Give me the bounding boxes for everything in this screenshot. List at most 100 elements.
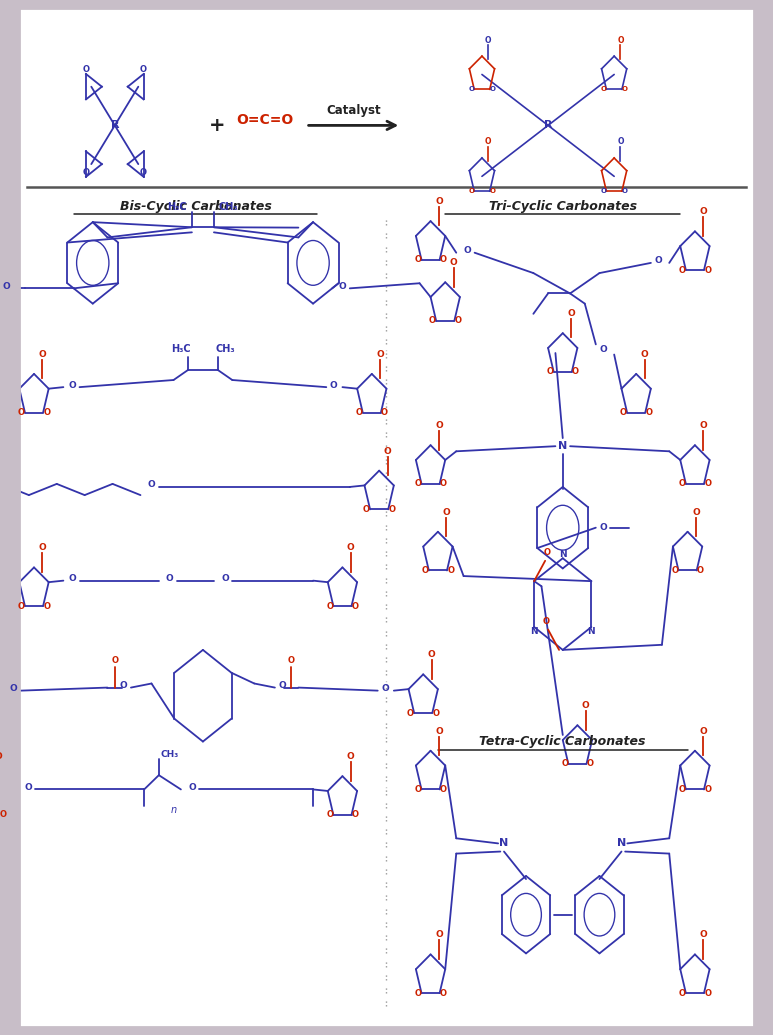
- Text: O: O: [9, 684, 17, 693]
- Text: CH₃: CH₃: [219, 202, 238, 212]
- Text: O: O: [326, 810, 333, 820]
- Text: O: O: [700, 930, 707, 940]
- Text: O: O: [288, 655, 295, 664]
- Text: O: O: [679, 479, 686, 489]
- Text: O: O: [330, 381, 338, 389]
- Text: O: O: [704, 785, 711, 794]
- Text: N: N: [530, 626, 538, 635]
- Text: O: O: [356, 408, 363, 417]
- Text: O: O: [352, 601, 359, 611]
- Text: O: O: [599, 345, 607, 354]
- Text: O: O: [120, 681, 128, 690]
- Text: O: O: [489, 86, 495, 92]
- Text: O: O: [450, 258, 458, 267]
- Text: O: O: [447, 566, 455, 575]
- Text: O: O: [326, 601, 333, 611]
- Text: O: O: [587, 760, 594, 768]
- Text: O: O: [572, 367, 579, 377]
- Text: CH₃: CH₃: [215, 345, 235, 354]
- Text: N: N: [558, 441, 567, 451]
- Text: O: O: [671, 566, 679, 575]
- Text: O: O: [435, 930, 443, 940]
- Text: O: O: [601, 188, 607, 195]
- Text: O: O: [645, 408, 652, 417]
- Text: O: O: [221, 574, 229, 583]
- Text: O: O: [440, 785, 447, 794]
- Text: O: O: [188, 782, 196, 792]
- Text: O: O: [679, 785, 686, 794]
- Text: O: O: [641, 350, 649, 359]
- Text: O: O: [455, 317, 461, 325]
- Text: O: O: [599, 523, 607, 532]
- Text: O: O: [435, 727, 443, 736]
- Text: O: O: [440, 988, 447, 998]
- Text: Bis-Cyclic Carbonates: Bis-Cyclic Carbonates: [120, 201, 271, 213]
- Text: O: O: [0, 810, 6, 820]
- Text: O: O: [547, 367, 553, 377]
- Text: O: O: [414, 988, 421, 998]
- Text: O: O: [489, 188, 495, 195]
- Text: O: O: [388, 505, 396, 513]
- Text: O: O: [381, 408, 388, 417]
- Text: O: O: [427, 650, 435, 659]
- Text: O: O: [83, 65, 90, 73]
- Text: O: O: [704, 266, 711, 274]
- Text: O: O: [83, 168, 90, 177]
- Text: O: O: [414, 785, 421, 794]
- Text: O: O: [381, 684, 389, 693]
- Text: O: O: [18, 408, 25, 417]
- Text: O: O: [485, 35, 492, 45]
- Text: O: O: [655, 257, 662, 265]
- Text: O: O: [432, 709, 440, 717]
- Text: +: +: [209, 116, 226, 135]
- Text: O: O: [39, 543, 46, 553]
- Text: O: O: [140, 168, 147, 177]
- Text: O: O: [414, 256, 421, 264]
- Text: O: O: [352, 810, 359, 820]
- Text: R: R: [111, 120, 119, 130]
- Text: O: O: [620, 408, 627, 417]
- Text: O: O: [414, 479, 421, 489]
- Text: O: O: [567, 309, 575, 318]
- Text: O: O: [582, 701, 590, 710]
- Text: O: O: [468, 86, 475, 92]
- Text: O=C=O: O=C=O: [237, 113, 294, 127]
- Text: N: N: [499, 838, 509, 849]
- Text: O: O: [68, 381, 76, 389]
- Text: O: O: [148, 480, 155, 490]
- Text: O: O: [435, 421, 443, 431]
- Text: O: O: [617, 35, 624, 45]
- Text: O: O: [561, 760, 568, 768]
- Text: O: O: [278, 681, 286, 690]
- Text: O: O: [692, 507, 700, 516]
- Text: O: O: [2, 282, 10, 291]
- Text: O: O: [43, 408, 50, 417]
- Text: O: O: [442, 507, 450, 516]
- Text: O: O: [383, 446, 391, 455]
- Text: O: O: [429, 317, 436, 325]
- Text: O: O: [544, 549, 551, 557]
- Text: O: O: [363, 505, 370, 513]
- Text: O: O: [111, 655, 118, 664]
- Text: n: n: [171, 805, 176, 815]
- Text: Catalyst: Catalyst: [326, 104, 381, 117]
- Text: N: N: [617, 838, 626, 849]
- Text: O: O: [679, 988, 686, 998]
- Text: O: O: [440, 479, 447, 489]
- Text: Tri-Cyclic Carbonates: Tri-Cyclic Carbonates: [489, 201, 637, 213]
- Text: O: O: [166, 574, 174, 583]
- Text: O: O: [704, 479, 711, 489]
- Text: O: O: [376, 350, 384, 359]
- Text: O: O: [463, 246, 471, 256]
- Text: H₃C: H₃C: [168, 202, 187, 212]
- Text: O: O: [0, 752, 2, 761]
- Text: O: O: [700, 421, 707, 431]
- Text: CH₃: CH₃: [161, 750, 179, 760]
- Text: O: O: [24, 782, 32, 792]
- Text: O: O: [440, 256, 447, 264]
- Text: O: O: [339, 282, 346, 291]
- Text: O: O: [18, 601, 25, 611]
- Text: O: O: [140, 65, 147, 73]
- Text: O: O: [39, 350, 46, 359]
- Text: O: O: [485, 138, 492, 146]
